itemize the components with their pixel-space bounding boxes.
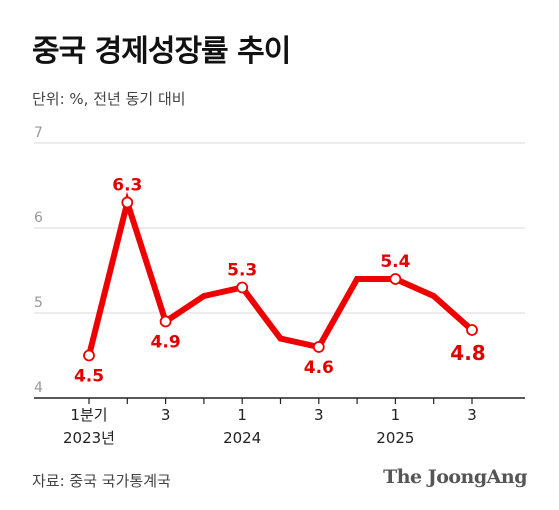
data-label: 4.9 (151, 333, 181, 353)
data-label: 4.6 (304, 358, 334, 378)
data-label: 4.8 (450, 341, 485, 365)
x-year-label: 2024 (223, 429, 261, 447)
data-label: 5.3 (227, 261, 257, 281)
data-label: 6.3 (112, 176, 142, 196)
data-label: 4.5 (74, 367, 104, 387)
data-point-marker (83, 349, 95, 362)
source-label: 자료: 중국 국가통계국 (32, 472, 171, 490)
data-point-marker (312, 341, 325, 353)
data-point-marker (159, 315, 172, 328)
data-point-marker (389, 273, 402, 285)
y-tick-label-7: 7 (34, 125, 43, 141)
data-point-marker (121, 196, 134, 209)
data-point-marker (466, 324, 478, 336)
chart-title: 중국 경제성장률 추이 (32, 34, 291, 69)
x-tick-label: 3 (161, 406, 171, 424)
brand-logo: The JoongAng (383, 466, 527, 488)
x-tick-label: 3 (467, 406, 477, 424)
y-tick-label-4: 4 (34, 380, 43, 396)
y-tick-label-5: 5 (34, 295, 43, 311)
x-tick-label: 1 (237, 406, 247, 424)
unit-label: 단위: %, 전년 동기 대비 (32, 90, 186, 108)
x-year-label: 2025 (376, 429, 414, 447)
data-label: 5.4 (380, 252, 410, 272)
x-tick-label: 1 (391, 406, 401, 424)
x-year-label: 2023년 (63, 429, 115, 447)
series-line (86, 191, 474, 357)
data-point-marker (236, 281, 249, 294)
y-tick-label-6: 6 (34, 210, 43, 226)
x-tick-label: 1분기 (70, 406, 107, 424)
x-tick-label: 3 (314, 406, 324, 424)
